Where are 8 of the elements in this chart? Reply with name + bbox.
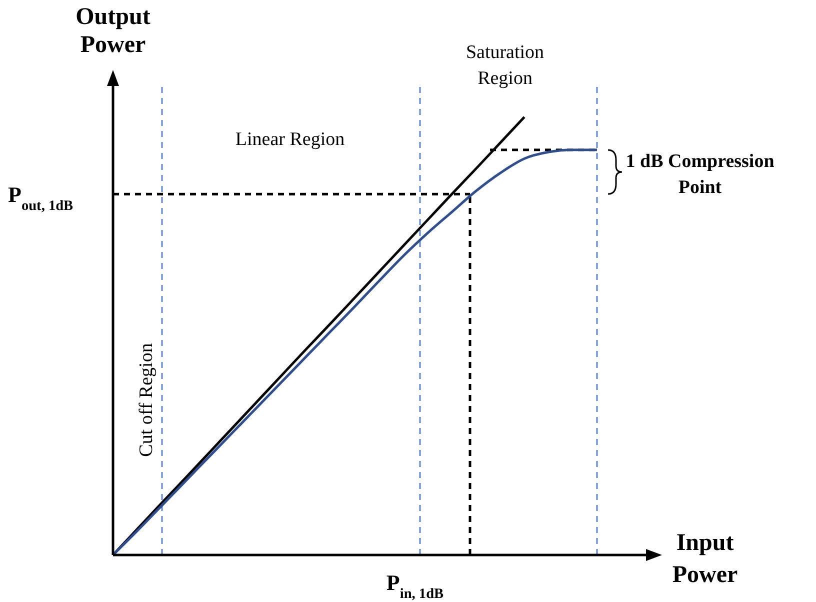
y-axis-title: Output Power — [76, 4, 150, 58]
ref-line-label: P$_{out, 1dB}$ — [8, 182, 74, 214]
text: Saturation Region — [466, 42, 545, 89]
x-axis-title: Input Power — [672, 530, 738, 588]
text: 1 dB Compression Point — [626, 151, 775, 198]
annotation: Linear Region — [235, 129, 346, 150]
text: P$_{in, 1dB}$ — [386, 570, 444, 602]
annotation: Cut off Region — [136, 342, 157, 457]
